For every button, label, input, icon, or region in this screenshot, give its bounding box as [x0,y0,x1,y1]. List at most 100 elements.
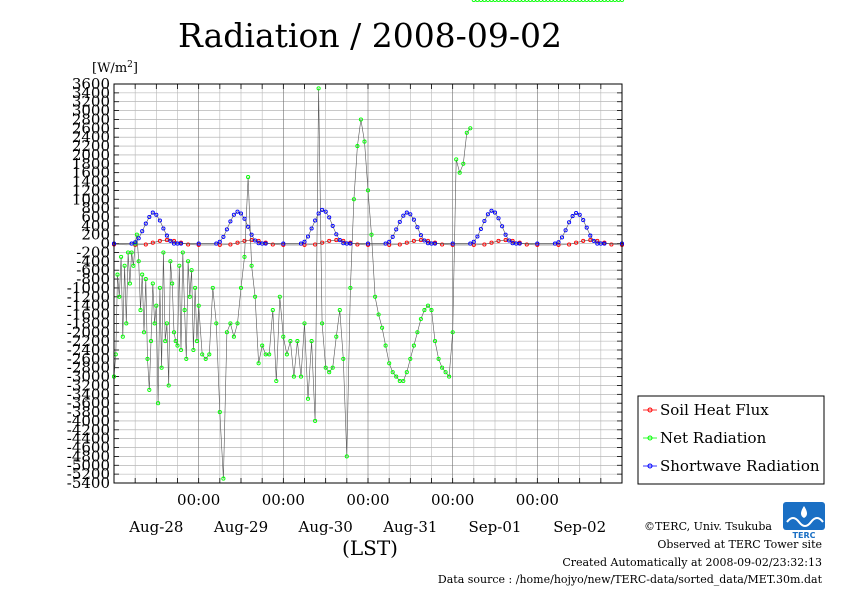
data-point [154,212,159,217]
data-point [559,235,565,240]
y-tick-label: -2600 [67,350,110,368]
data-point [584,0,589,3]
data-point [313,218,318,223]
data-point [281,241,286,246]
data-point [122,263,127,268]
data-point [284,352,289,357]
data-point [429,308,434,313]
data-point [330,365,335,370]
y-tick-label: -4000 [67,412,110,430]
data-point [256,361,261,366]
y-tick-label: -1600 [67,306,110,324]
data-point [246,175,251,180]
data-point [616,0,621,3]
y-tick-label: -1800 [67,314,110,332]
data-point [380,325,385,330]
data-point [309,339,314,344]
data-point [598,0,603,3]
y-tick-label: -3200 [67,376,110,394]
y-tick-label: -5000 [67,456,110,474]
x-time-label: 00:00 [346,491,389,509]
credit-created: Created Automatically at 2008-09-02/23:3… [562,556,822,569]
y-tick-label: -3000 [67,368,110,386]
data-point [415,330,420,335]
data-point [129,250,134,255]
x-date-label: Aug-28 [128,518,183,536]
y-tick-label: 1200 [72,181,110,199]
data-point [394,227,399,232]
data-point [542,0,547,3]
y-tick-label: -4400 [67,430,110,448]
data-point [577,212,582,217]
data-point [145,356,150,361]
data-point [348,241,353,246]
data-point [217,239,222,244]
y-tick-label: -1000 [67,279,110,297]
data-point [588,0,593,3]
data-point [228,242,233,247]
data-point [408,212,413,217]
x-date-label: Sep-02 [553,518,606,536]
data-point [173,339,178,344]
data-point [164,238,169,243]
data-point [196,241,201,246]
data-point [387,361,392,366]
data-point [454,157,459,162]
x-axis-label: (LST) [342,536,398,560]
data-point [337,308,342,313]
data-point [574,240,579,245]
data-point [397,219,402,224]
data-point [320,207,325,212]
y-tick-label: 2600 [72,119,110,137]
y-axis-unit: [W/m2] [92,60,138,76]
data-point [482,0,487,3]
data-point [358,117,363,122]
data-point [581,0,586,3]
data-point [574,210,579,216]
data-point [189,268,194,273]
data-point [450,330,455,335]
data-point [605,0,610,3]
data-point [563,228,568,233]
y-tick-label: 3400 [72,84,110,102]
data-point [581,238,586,243]
y-tick-label: -2800 [67,359,110,377]
data-point [567,220,572,225]
data-point [277,294,282,299]
data-point [168,259,173,264]
y-tick-label: 200 [81,226,110,244]
data-point [376,312,381,317]
data-point [217,410,222,415]
data-point [510,0,515,3]
data-point [373,294,378,299]
data-point [203,356,208,361]
data-point [552,0,558,3]
data-point [238,285,244,290]
x-time-label: 00:00 [431,491,474,509]
data-point [210,285,215,290]
legend-marker [647,407,653,413]
data-point [186,242,191,247]
data-point [411,217,416,222]
data-point [552,241,558,246]
data-point [570,214,575,219]
data-point [143,277,148,282]
data-point [161,250,166,255]
data-point [609,242,614,247]
data-point [341,238,346,243]
data-point [496,216,501,221]
data-point [394,374,399,379]
data-point [323,365,328,370]
data-point [574,0,579,3]
data-point [136,236,141,241]
data-point [302,239,307,244]
data-point [411,238,416,243]
data-point [514,0,519,3]
data-point [559,0,565,3]
legend-label: Shortwave Radiation [660,457,820,475]
y-tick-label: -400 [76,252,110,270]
y-tick-label: -3600 [67,394,110,412]
data-point [281,334,286,339]
data-point [503,232,508,237]
data-point [166,383,171,388]
